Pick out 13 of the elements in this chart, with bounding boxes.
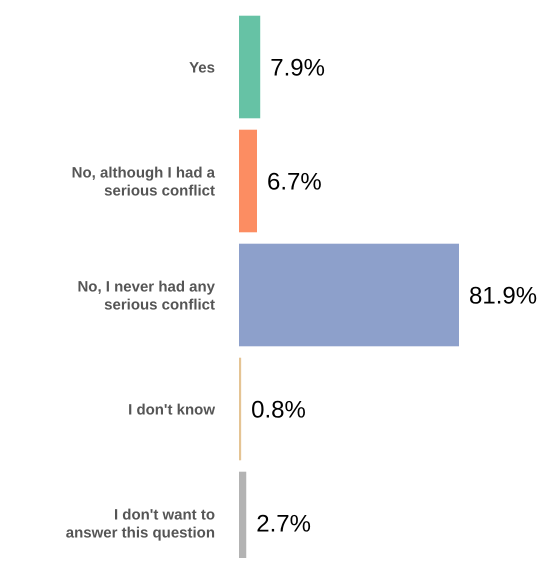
bar	[239, 16, 260, 118]
data-label: 6.7%	[267, 168, 322, 196]
data-label: 81.9%	[469, 282, 538, 310]
data-label: 2.7%	[256, 510, 311, 538]
y-tick-label: No, although I had a serious conflict	[72, 164, 216, 200]
data-label: 0.8%	[251, 396, 306, 424]
y-tick-label: Yes	[189, 59, 215, 76]
y-tick-label: No, I never had any serious conflict	[77, 278, 216, 314]
y-tick-label: I don't know	[128, 401, 216, 418]
bar	[239, 244, 459, 346]
y-tick-label: I don't want to answer this question	[66, 506, 215, 542]
bar	[239, 130, 257, 232]
data-label: 7.9%	[270, 54, 325, 82]
